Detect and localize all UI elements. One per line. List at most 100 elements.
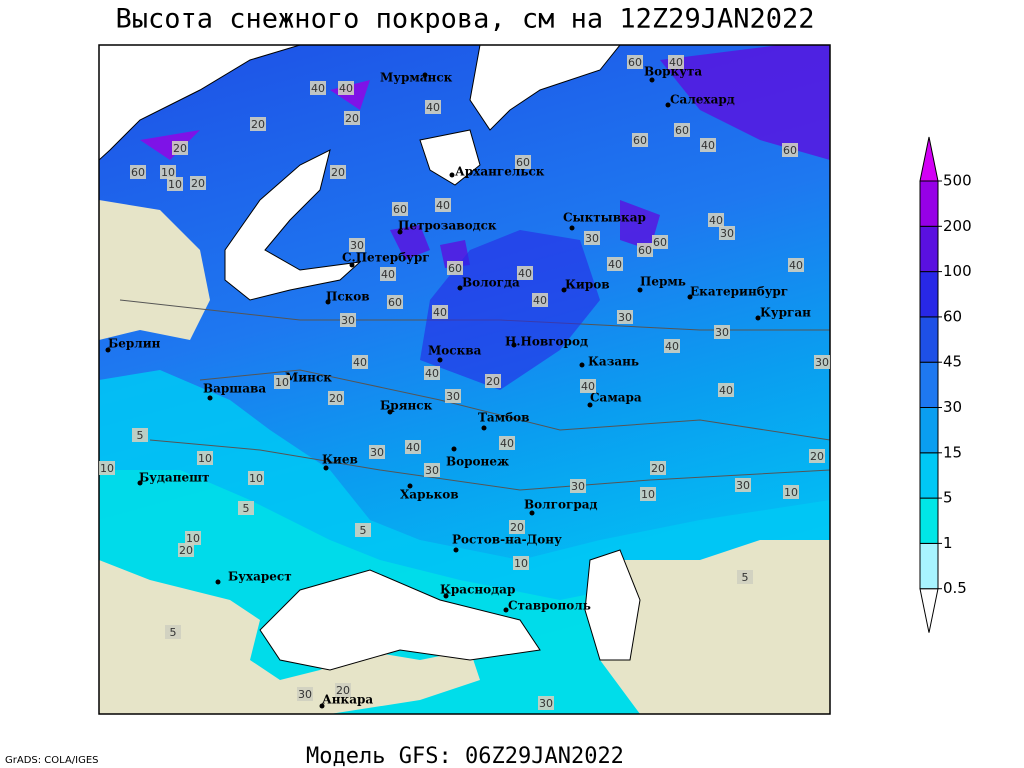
city-marker xyxy=(387,409,393,415)
contour-label-box xyxy=(580,379,596,393)
contour-label-box xyxy=(640,487,656,501)
contour-label: 10 xyxy=(198,452,212,465)
contour-label: 5 xyxy=(360,524,367,537)
colorbar-cell xyxy=(919,180,939,227)
contour-label: 30 xyxy=(425,464,439,477)
city-label: Курган xyxy=(760,306,811,320)
city-label: Берлин xyxy=(108,337,161,351)
contour-label-box xyxy=(344,111,360,125)
city-label: Екатеринбург xyxy=(690,285,788,299)
contour-label: 20 xyxy=(251,118,265,131)
contour-label-box xyxy=(719,226,735,240)
contour-label: 60 xyxy=(388,296,402,309)
contour-label-box xyxy=(387,295,403,309)
contour-label: 30 xyxy=(720,227,734,240)
contour-label-box xyxy=(130,165,146,179)
contour-label: 30 xyxy=(618,311,632,324)
contour-label: 60 xyxy=(393,203,407,216)
contour-label: 40 xyxy=(311,82,325,95)
contour-label: 5 xyxy=(243,502,250,515)
contour-label: 30 xyxy=(446,390,460,403)
contour-label: 30 xyxy=(539,697,553,710)
city-label: Будапешт xyxy=(139,471,209,485)
contour-label-box xyxy=(380,267,396,281)
contour-label-box xyxy=(637,243,653,257)
contour-label: 30 xyxy=(370,446,384,459)
city-label: Минск xyxy=(285,371,332,385)
contour-label: 30 xyxy=(815,356,829,369)
contour-label: 20 xyxy=(191,177,205,190)
city-label: Анкара xyxy=(322,693,373,707)
contour-label-box xyxy=(335,683,351,697)
contour-label: 40 xyxy=(701,139,715,152)
city-marker xyxy=(529,510,535,516)
contour-label: 20 xyxy=(179,544,193,557)
city-label: Волгоград xyxy=(524,498,597,512)
city-marker xyxy=(407,483,413,489)
colorbar-label: 60 xyxy=(943,307,962,325)
contour-label: 20 xyxy=(486,375,500,388)
city-label: Воронеж xyxy=(446,455,509,469)
contour-label-box xyxy=(652,235,668,249)
contour-label: 5 xyxy=(742,571,749,584)
contour-label: 20 xyxy=(329,392,343,405)
contour-label-box xyxy=(424,366,440,380)
land xyxy=(99,560,480,714)
city-marker xyxy=(755,315,761,321)
contour-label-box xyxy=(617,310,633,324)
colorbar-cell xyxy=(919,588,939,633)
contour-label-box xyxy=(718,383,734,397)
city-label: Петрозаводск xyxy=(398,219,497,233)
contour-label: 20 xyxy=(510,521,524,534)
contour-label-box xyxy=(185,531,201,545)
map-frame xyxy=(98,44,831,715)
colorbar-cell xyxy=(919,542,939,590)
city-label: Вологда xyxy=(462,276,520,290)
contour-label-box xyxy=(328,391,344,405)
colorbar-label: 5 xyxy=(943,489,953,507)
contour-label-box xyxy=(238,501,254,515)
contour-label-box xyxy=(737,570,753,584)
contour-label: 10 xyxy=(275,376,289,389)
city-label: Тамбов xyxy=(478,411,529,425)
contour-label: 40 xyxy=(533,294,547,307)
contour-label: 40 xyxy=(608,258,622,271)
contour-label-box xyxy=(392,202,408,216)
contour-label-box xyxy=(668,55,684,69)
city-marker xyxy=(319,703,325,709)
contour-label: 10 xyxy=(641,488,655,501)
contour-label-box xyxy=(167,177,183,191)
contour-label-box xyxy=(165,625,181,639)
land xyxy=(600,540,830,714)
city-label: Бухарест xyxy=(228,570,292,584)
contour-label: 40 xyxy=(709,214,723,227)
colorbar-cell xyxy=(919,497,939,544)
colorbar-label: 45 xyxy=(943,353,962,371)
city-label: Псков xyxy=(326,290,370,304)
colorbar-label: 30 xyxy=(943,398,962,416)
contour-label-box xyxy=(425,100,441,114)
white-sea xyxy=(419,129,481,186)
contour-label-box xyxy=(132,428,148,442)
city-label: Самара xyxy=(590,391,642,405)
colorbar-label: 15 xyxy=(943,443,962,461)
colorbar-cell xyxy=(919,407,939,454)
colorbar-label: 0.5 xyxy=(943,579,967,597)
city-label: Ростов-на-Дону xyxy=(452,533,562,547)
city-label: Киев xyxy=(322,453,358,467)
city-label: Брянск xyxy=(380,399,433,413)
colorbar-cell xyxy=(919,225,939,273)
city-marker xyxy=(137,480,143,486)
caspian-sea xyxy=(584,549,641,661)
city-marker xyxy=(397,229,403,235)
contour-label: 40 xyxy=(500,437,514,450)
city-label: Ставрополь xyxy=(508,599,591,613)
contour-label-box xyxy=(627,55,643,69)
contour-label-box xyxy=(274,375,290,389)
city-marker xyxy=(665,102,671,108)
contour-label-box xyxy=(570,479,586,493)
city-label: Сыктывкар xyxy=(563,211,646,225)
city-label: Архангельск xyxy=(455,165,545,179)
